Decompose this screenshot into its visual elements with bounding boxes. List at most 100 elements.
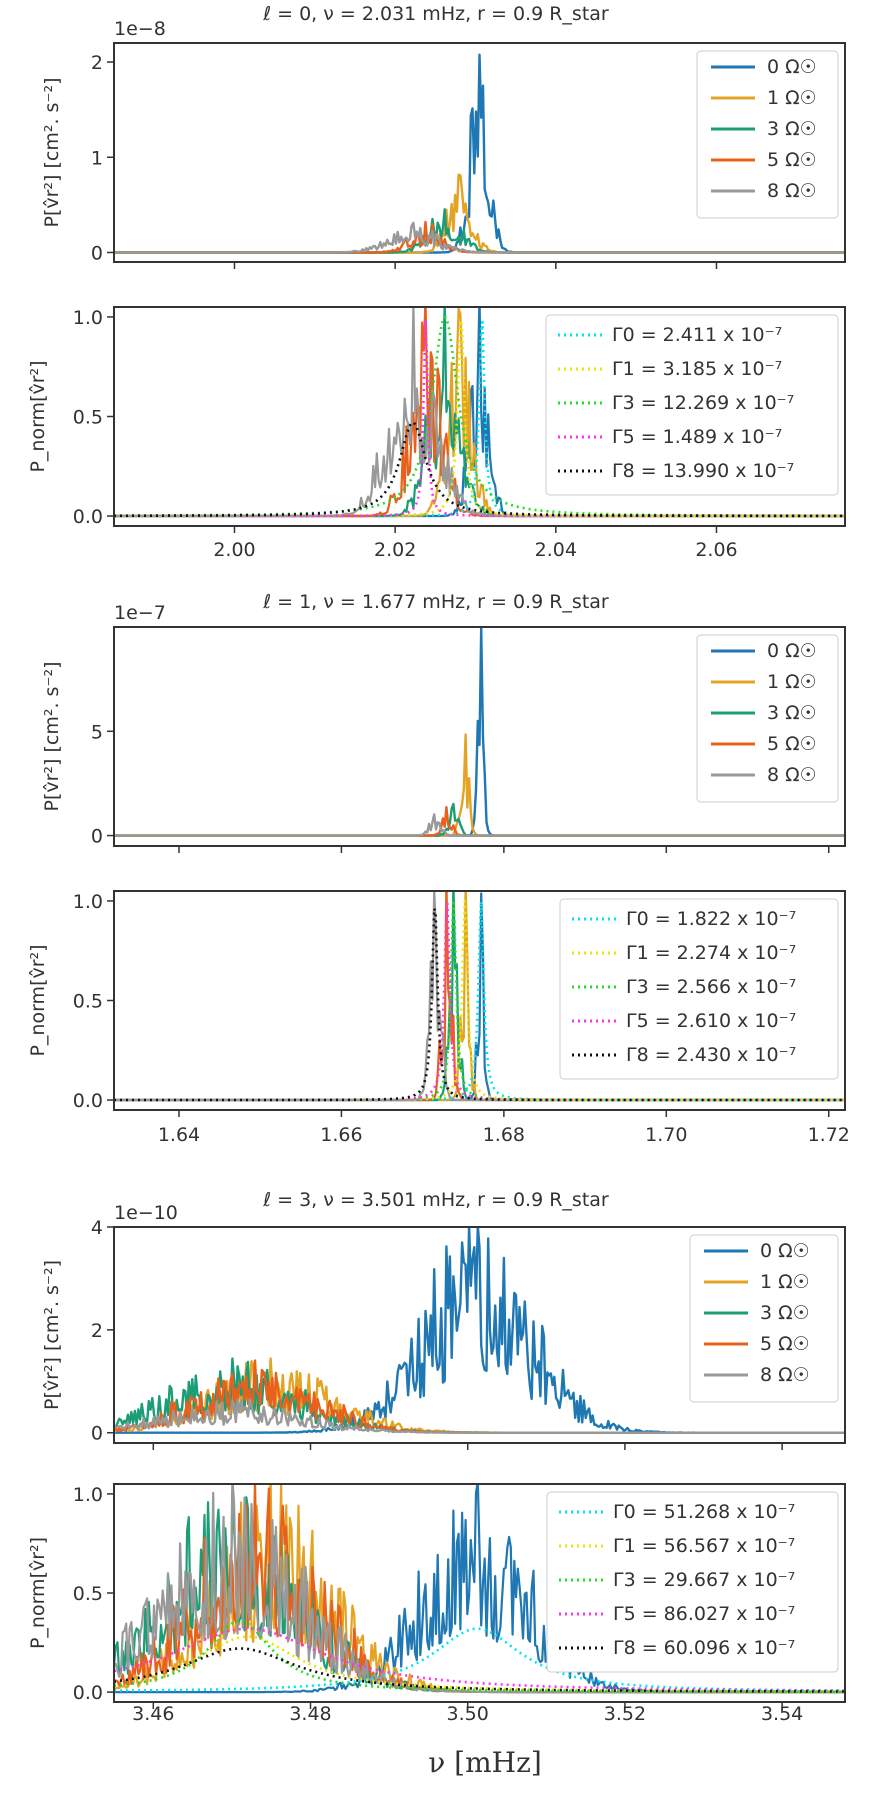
y-tick-label: 0 (91, 826, 103, 848)
chart-title: ℓ = 1, ν = 1.677 mHz, r = 0.9 R_star (262, 591, 609, 613)
legend-label: Γ5 = 86.027 x 10⁻⁷ (613, 1603, 795, 1625)
axis-exponent: 1e−8 (114, 18, 166, 40)
legend-label: 0 Ω☉ (767, 56, 817, 78)
axes-frame (113, 890, 846, 1111)
fit-line (114, 907, 845, 1102)
plot-area (114, 307, 845, 518)
bottom-panel: 0.0 0.5 1.0 P_norm[v̂r²] Γ0 = 2.411 x 10⁻⁷ Γ1… (27, 306, 846, 561)
legend-label: Γ3 = 12.269 x 10⁻⁷ (612, 392, 794, 414)
fit-line (114, 421, 845, 518)
y-tick-label: 0 (91, 242, 103, 264)
x-axis-label: ν [mHz] (428, 1746, 542, 1779)
y-tick-label: 4 (91, 1217, 103, 1239)
legend-label: Γ0 = 2.411 x 10⁻⁷ (612, 324, 782, 346)
axes-frame (113, 1226, 846, 1444)
legend-label: Γ3 = 29.667 x 10⁻⁷ (613, 1569, 795, 1591)
series-line (114, 806, 845, 837)
legend-label: 3 Ω☉ (760, 1302, 810, 1324)
y-axis-label: P_norm[v̂r²] (27, 944, 49, 1056)
fit-line (114, 1627, 845, 1692)
legend-label: 5 Ω☉ (760, 1333, 810, 1355)
y-axis-label: P[v̂r²] [cm². s⁻²] (41, 661, 63, 811)
fit-line (114, 1619, 845, 1694)
y-tick-label: 2 (91, 1320, 103, 1342)
legend-box (545, 314, 839, 496)
y-tick-label: 5 (91, 721, 103, 743)
plot-area (114, 1484, 845, 1694)
figure-1: ℓ = 1, ν = 1.677 mHz, r = 0.9 R_star 0 5 P[… (27, 591, 850, 1146)
legend-label: 1 Ω☉ (760, 1271, 810, 1293)
chart-title: ℓ = 0, ν = 2.031 mHz, r = 0.9 R_star (262, 3, 609, 25)
legend-label: Γ5 = 2.610 x 10⁻⁷ (626, 1010, 796, 1032)
series-line (114, 221, 845, 254)
y-tick-label: 0.5 (73, 407, 103, 429)
x-tick-label: 3.54 (761, 1703, 803, 1725)
plot-area (114, 1227, 845, 1434)
legend-box (689, 1234, 839, 1403)
legend-label: 3 Ω☉ (767, 118, 817, 140)
legend-box (696, 50, 839, 219)
legend-label: 5 Ω☉ (767, 733, 817, 755)
figure-0: ℓ = 0, ν = 2.031 mHz, r = 0.9 R_star 0 1 2 P… (27, 3, 846, 561)
x-tick-label: 1.66 (320, 1124, 362, 1146)
y-axis-label: P[v̂r²] [cm². s⁻²] (41, 77, 63, 227)
x-tick-label: 2.04 (535, 539, 577, 561)
legend-label: 1 Ω☉ (767, 87, 817, 109)
x-tick-label: 2.06 (695, 539, 737, 561)
x-tick-label: 1.70 (645, 1124, 687, 1146)
y-tick-label: 0.5 (73, 991, 103, 1013)
top-panel: 0 5 P[v̂r²] [cm². s⁻²] 1e−7 0 Ω☉ 1 Ω☉ 3 Ω☉ 5 Ω☉… (41, 602, 846, 853)
legend-label: Γ0 = 51.268 x 10⁻⁷ (613, 1501, 795, 1523)
y-tick-label: 0.0 (73, 1682, 103, 1704)
legend-label: Γ8 = 2.430 x 10⁻⁷ (626, 1044, 796, 1066)
x-tick-label: 3.46 (132, 1703, 174, 1725)
y-tick-label: 0.5 (73, 1583, 103, 1605)
legend-label: Γ1 = 3.185 x 10⁻⁷ (612, 358, 782, 380)
y-tick-label: 1 (91, 147, 103, 169)
axis-exponent: 1e−10 (114, 1202, 178, 1224)
legend-label: Γ3 = 2.566 x 10⁻⁷ (626, 976, 796, 998)
y-tick-label: 1.0 (73, 307, 103, 329)
legend-label: 0 Ω☉ (767, 640, 817, 662)
legend-label: Γ1 = 56.567 x 10⁻⁷ (613, 1535, 795, 1557)
y-tick-label: 0.0 (73, 506, 103, 528)
axes-frame (113, 42, 846, 263)
axis-exponent: 1e−7 (114, 602, 166, 624)
legend-label: Γ8 = 13.990 x 10⁻⁷ (612, 460, 794, 482)
x-tick-label: 1.72 (808, 1124, 850, 1146)
bottom-panel: 0.0 0.5 1.0 P_norm[v̂r²] Γ0 = 1.822 x 10⁻⁷ Γ1… (27, 890, 850, 1146)
y-tick-label: 1.0 (73, 891, 103, 913)
legend-label: 3 Ω☉ (767, 702, 817, 724)
x-tick-label: 2.00 (213, 539, 255, 561)
x-tick-label: 2.02 (374, 539, 416, 561)
legend-label: 1 Ω☉ (767, 671, 817, 693)
axes-frame (113, 306, 846, 527)
plot-area (114, 53, 845, 254)
legend-label: Γ0 = 1.822 x 10⁻⁷ (626, 908, 796, 930)
legend-label: 0 Ω☉ (760, 1240, 810, 1262)
x-tick-label: 3.48 (289, 1703, 331, 1725)
y-tick-label: 0 (91, 1423, 103, 1445)
legend-label: 5 Ω☉ (767, 149, 817, 171)
x-tick-label: 1.68 (483, 1124, 525, 1146)
y-tick-label: 1.0 (73, 1484, 103, 1506)
top-panel: 0 2 4 P[v̂r²] [cm². s⁻²] 1e−10 0 Ω☉ 1 Ω☉ 3 Ω☉ 5 … (41, 1202, 846, 1450)
x-tick-label: 3.50 (447, 1703, 489, 1725)
series-line (114, 802, 845, 837)
axes-frame (113, 1483, 846, 1703)
y-tick-label: 2 (91, 52, 103, 74)
series-line (114, 1398, 845, 1434)
legend-label: 8 Ω☉ (760, 1364, 810, 1386)
fit-line (114, 1627, 845, 1692)
axes-frame (113, 626, 846, 847)
legend-label: Γ5 = 1.489 x 10⁻⁷ (612, 426, 782, 448)
y-tick-label: 0.0 (73, 1090, 103, 1112)
legend-label: Γ1 = 2.274 x 10⁻⁷ (626, 942, 796, 964)
fit-line (114, 1647, 845, 1693)
bottom-panel: 0.0 0.5 1.0 P_norm[v̂r²] Γ0 = 51.268 x 10⁻⁷ Γ… (27, 1483, 846, 1725)
y-axis-label: P_norm[v̂r²] (27, 1537, 49, 1649)
legend-box (559, 898, 839, 1080)
y-axis-label: P_norm[v̂r²] (27, 360, 49, 472)
legend-label: 8 Ω☉ (767, 180, 817, 202)
